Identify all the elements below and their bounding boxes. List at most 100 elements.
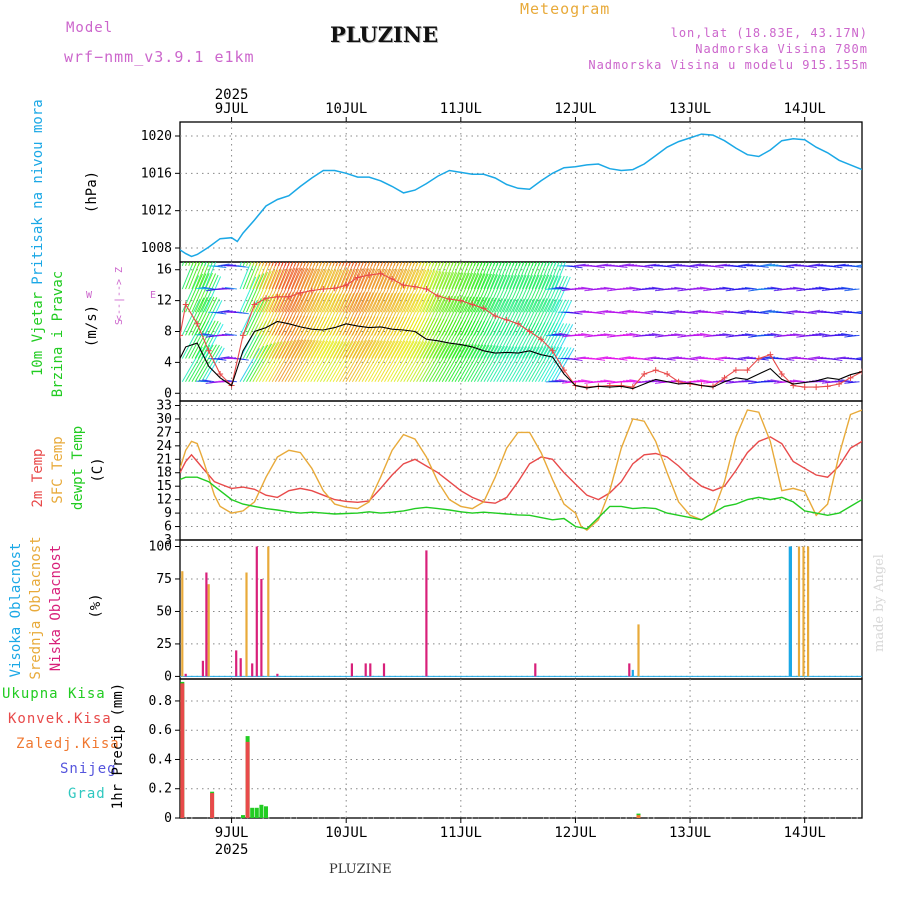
wind-barb (217, 309, 230, 313)
bar-niska-oblacnost (235, 650, 238, 677)
wind-barb (441, 296, 462, 336)
wind-barb (329, 269, 350, 313)
wind-barb (467, 273, 486, 313)
wind-barb (626, 379, 639, 383)
wind-barb (432, 271, 451, 313)
wind-barb (648, 379, 661, 383)
gust-marker (641, 370, 648, 377)
top-day-label: 9JUL (215, 101, 249, 117)
wind-barb (358, 268, 379, 313)
wind-barb (782, 311, 795, 315)
wind-barb (214, 265, 227, 269)
wind-barb (505, 262, 509, 267)
wind-barb (204, 300, 223, 336)
wind-barb (255, 293, 277, 336)
wind-barb (457, 344, 481, 382)
high-cloud-label: Visoka Oblacnost (8, 543, 24, 678)
wind-barb (464, 297, 484, 336)
wind-barb (644, 263, 657, 267)
wind-barb (515, 346, 537, 382)
wind-barb (387, 340, 412, 382)
series-line-speed (180, 320, 862, 390)
wind-barb (554, 348, 575, 382)
wind-barb (377, 262, 390, 290)
wind-barb (457, 262, 470, 290)
wind-barb (393, 262, 397, 267)
wind-barb (265, 340, 290, 382)
wind-barb (323, 262, 326, 267)
wind-barb (258, 262, 271, 290)
y-tick-label: 100 (149, 539, 172, 554)
wind-barb (319, 293, 342, 336)
wind-barb (281, 267, 302, 313)
wind-barb (396, 293, 419, 336)
wind-barb (319, 262, 323, 267)
wind-barb (274, 262, 287, 290)
bar-srednja-oblacnost (807, 546, 810, 677)
wind-barb (380, 268, 401, 313)
wind-barb (303, 262, 307, 267)
wind-barb (438, 295, 459, 336)
wind-barb (744, 379, 757, 383)
bar-niska-oblacnost (251, 663, 254, 677)
wind-barb (502, 298, 522, 336)
bar-niska-oblacnost (364, 663, 367, 677)
footer-location: PLUZINE (329, 862, 392, 877)
wind-barb (555, 287, 568, 290)
wind-barb (246, 296, 266, 336)
wind-barb (663, 311, 676, 315)
wind-barb (323, 262, 335, 290)
wind-barb (355, 262, 358, 267)
y-tick-label: 30 (156, 412, 172, 427)
wind-barb (438, 343, 462, 382)
wind-barb (486, 262, 490, 267)
wind-barb (686, 311, 699, 315)
gust-marker (377, 270, 384, 277)
wind-barb (525, 346, 547, 382)
wind-barb (390, 262, 393, 267)
wind-barb (236, 311, 249, 315)
wind-barb (522, 346, 544, 382)
wind-barb (852, 311, 862, 315)
wind-barb (364, 262, 377, 290)
wind-barb (358, 262, 371, 290)
wind-barb (531, 274, 550, 313)
wind-barb (734, 265, 747, 269)
gust-marker (205, 347, 212, 354)
bar-srednja-oblacnost (802, 546, 805, 677)
wind-barb (837, 333, 850, 336)
gust-marker (652, 367, 659, 374)
bar-niska-oblacnost (255, 546, 258, 677)
wind-barb (448, 344, 471, 382)
wind-barb (531, 298, 551, 336)
wind-barb (419, 342, 443, 382)
wind-barb (406, 341, 431, 382)
wind-barb (419, 262, 432, 290)
bottom-day-label: 11JUL (440, 825, 482, 841)
wind-barb (204, 262, 217, 290)
wind-barb (428, 262, 432, 267)
wind-barb (361, 292, 384, 336)
wind-barb (239, 347, 260, 382)
wind-barb (425, 295, 446, 336)
gust-marker (480, 305, 487, 312)
y-tick-label: 0 (164, 386, 172, 401)
wind-barb (544, 299, 563, 336)
wind-barb (499, 298, 519, 336)
wind-barb (674, 286, 687, 290)
wind-barb (355, 268, 376, 313)
wind-barb (202, 333, 215, 336)
wind-barb (316, 293, 338, 336)
wind-barb (534, 262, 538, 267)
wind-barb (711, 358, 724, 361)
wind-barb (242, 274, 261, 313)
wind-barb (290, 268, 312, 313)
wind-barb (194, 296, 215, 336)
wind-barb (522, 262, 525, 267)
wind-barb (554, 324, 574, 359)
wind-barb (342, 262, 345, 267)
wind-barb (396, 269, 417, 313)
wind-barb (351, 340, 377, 382)
wind-barb (403, 341, 428, 382)
compass-s: S (114, 319, 125, 325)
